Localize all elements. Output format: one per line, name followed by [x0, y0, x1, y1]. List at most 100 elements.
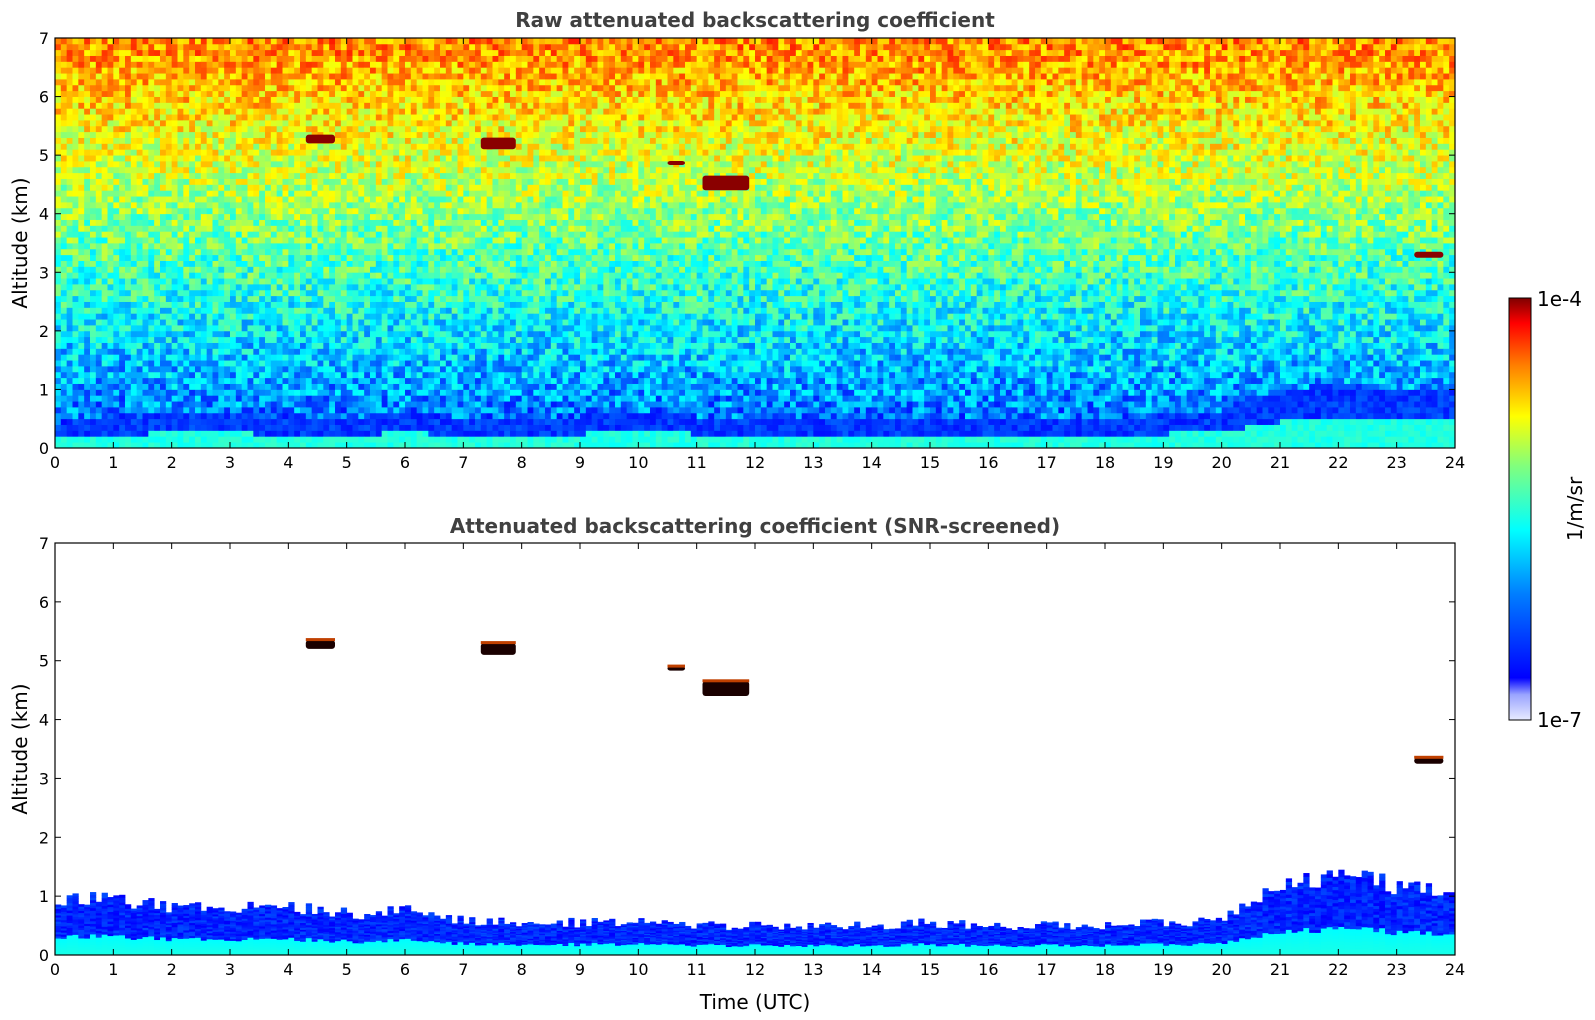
heatmap-cell	[247, 243, 254, 250]
heatmap-cell	[212, 401, 219, 408]
heatmap-cell	[399, 389, 406, 396]
heatmap-cell	[399, 73, 406, 80]
heatmap-cell	[294, 366, 301, 373]
heatmap-cell	[212, 366, 219, 373]
heatmap-cell	[183, 114, 190, 121]
heatmap-cell	[235, 360, 243, 367]
heatmap-cell	[125, 79, 132, 86]
heatmap-cell	[130, 67, 138, 74]
heatmap-cell	[288, 155, 295, 162]
heatmap-cell	[387, 114, 394, 121]
heatmap-cell	[335, 307, 342, 314]
heatmap-cell	[329, 190, 336, 197]
heatmap-cell	[84, 248, 91, 256]
heatmap-cell	[440, 371, 447, 379]
heatmap-cell	[101, 424, 108, 431]
heatmap-cell	[66, 295, 73, 302]
heatmap-cell	[358, 436, 365, 443]
heatmap-cell	[195, 389, 202, 396]
heatmap-cell	[399, 342, 406, 349]
heatmap-cell	[177, 84, 184, 92]
heatmap-cell	[317, 225, 324, 232]
heatmap-cell	[457, 354, 464, 361]
heatmap-cell	[463, 442, 470, 449]
heatmap-cell	[55, 90, 62, 97]
heatmap-cell	[130, 424, 138, 431]
heatmap-cell	[335, 79, 342, 86]
heatmap-cell	[340, 73, 348, 80]
heatmap-cell	[358, 43, 365, 51]
heatmap-cell	[84, 143, 91, 150]
heatmap-cell	[346, 213, 353, 220]
heatmap-cell	[95, 102, 103, 109]
heatmap-cell	[78, 266, 85, 273]
heatmap-cell	[84, 243, 91, 250]
heatmap-cell	[352, 442, 359, 449]
heatmap-cell	[381, 412, 388, 420]
heatmap-cell	[358, 114, 365, 121]
heatmap-cell	[305, 84, 313, 92]
heatmap-cell	[463, 278, 470, 285]
heatmap-cell	[282, 84, 289, 92]
heatmap-cell	[247, 289, 254, 297]
heatmap-cell	[370, 342, 377, 349]
heatmap-cell	[183, 96, 190, 103]
heatmap-cell	[323, 125, 330, 133]
heatmap-cell	[90, 108, 97, 115]
heatmap-cell	[224, 166, 231, 174]
heatmap-cell	[55, 237, 62, 244]
heatmap-cell	[241, 161, 248, 168]
heatmap-cell	[90, 125, 97, 133]
heatmap-cell	[288, 61, 295, 68]
heatmap-cell	[393, 67, 400, 74]
heatmap-cell	[463, 149, 470, 156]
heatmap-cell	[358, 401, 365, 408]
heatmap-cell	[125, 38, 132, 45]
heatmap-cell	[95, 289, 103, 297]
heatmap-cell	[230, 389, 237, 396]
heatmap-cell	[405, 395, 412, 402]
heatmap-cell	[183, 67, 190, 74]
heatmap-cell	[288, 73, 295, 80]
heatmap-cell	[165, 407, 173, 414]
heatmap-cell	[381, 125, 388, 133]
heatmap-cell	[364, 202, 371, 209]
heatmap-cell	[410, 190, 418, 197]
heatmap-cell	[317, 284, 324, 291]
heatmap-cell	[247, 84, 254, 92]
heatmap-cell	[136, 383, 143, 390]
heatmap-cell	[352, 131, 359, 138]
heatmap-cell	[305, 383, 313, 390]
heatmap-cell	[270, 90, 278, 97]
heatmap-cell	[200, 442, 208, 449]
heatmap-cell	[154, 377, 161, 384]
heatmap-cell	[55, 166, 62, 174]
heatmap-cell	[154, 79, 161, 86]
heatmap-cell	[130, 125, 138, 133]
heatmap-cell	[434, 243, 441, 250]
heatmap-cell	[375, 319, 383, 326]
heatmap-cell	[95, 172, 103, 179]
heatmap-cell	[78, 307, 85, 314]
heatmap-cell	[154, 278, 161, 285]
heatmap-cell	[230, 202, 237, 209]
heatmap-cell	[410, 383, 418, 390]
heatmap-cell	[335, 102, 342, 109]
heatmap-cell	[340, 178, 348, 185]
heatmap-cell	[212, 120, 219, 127]
heatmap-cell	[101, 248, 108, 256]
heatmap-cell	[346, 401, 353, 408]
heatmap-cell	[346, 289, 353, 297]
heatmap-cell	[305, 225, 313, 232]
heatmap-cell	[329, 295, 336, 302]
heatmap-cell	[66, 96, 73, 103]
heatmap-cell	[200, 125, 208, 133]
heatmap-cell	[305, 254, 313, 261]
heatmap-cell	[165, 196, 173, 203]
heatmap-cell	[55, 219, 62, 226]
heatmap-cell	[230, 84, 237, 92]
heatmap-cell	[212, 55, 219, 62]
heatmap-cell	[200, 366, 208, 373]
heatmap-cell	[440, 348, 447, 355]
heatmap-cell	[311, 336, 318, 343]
